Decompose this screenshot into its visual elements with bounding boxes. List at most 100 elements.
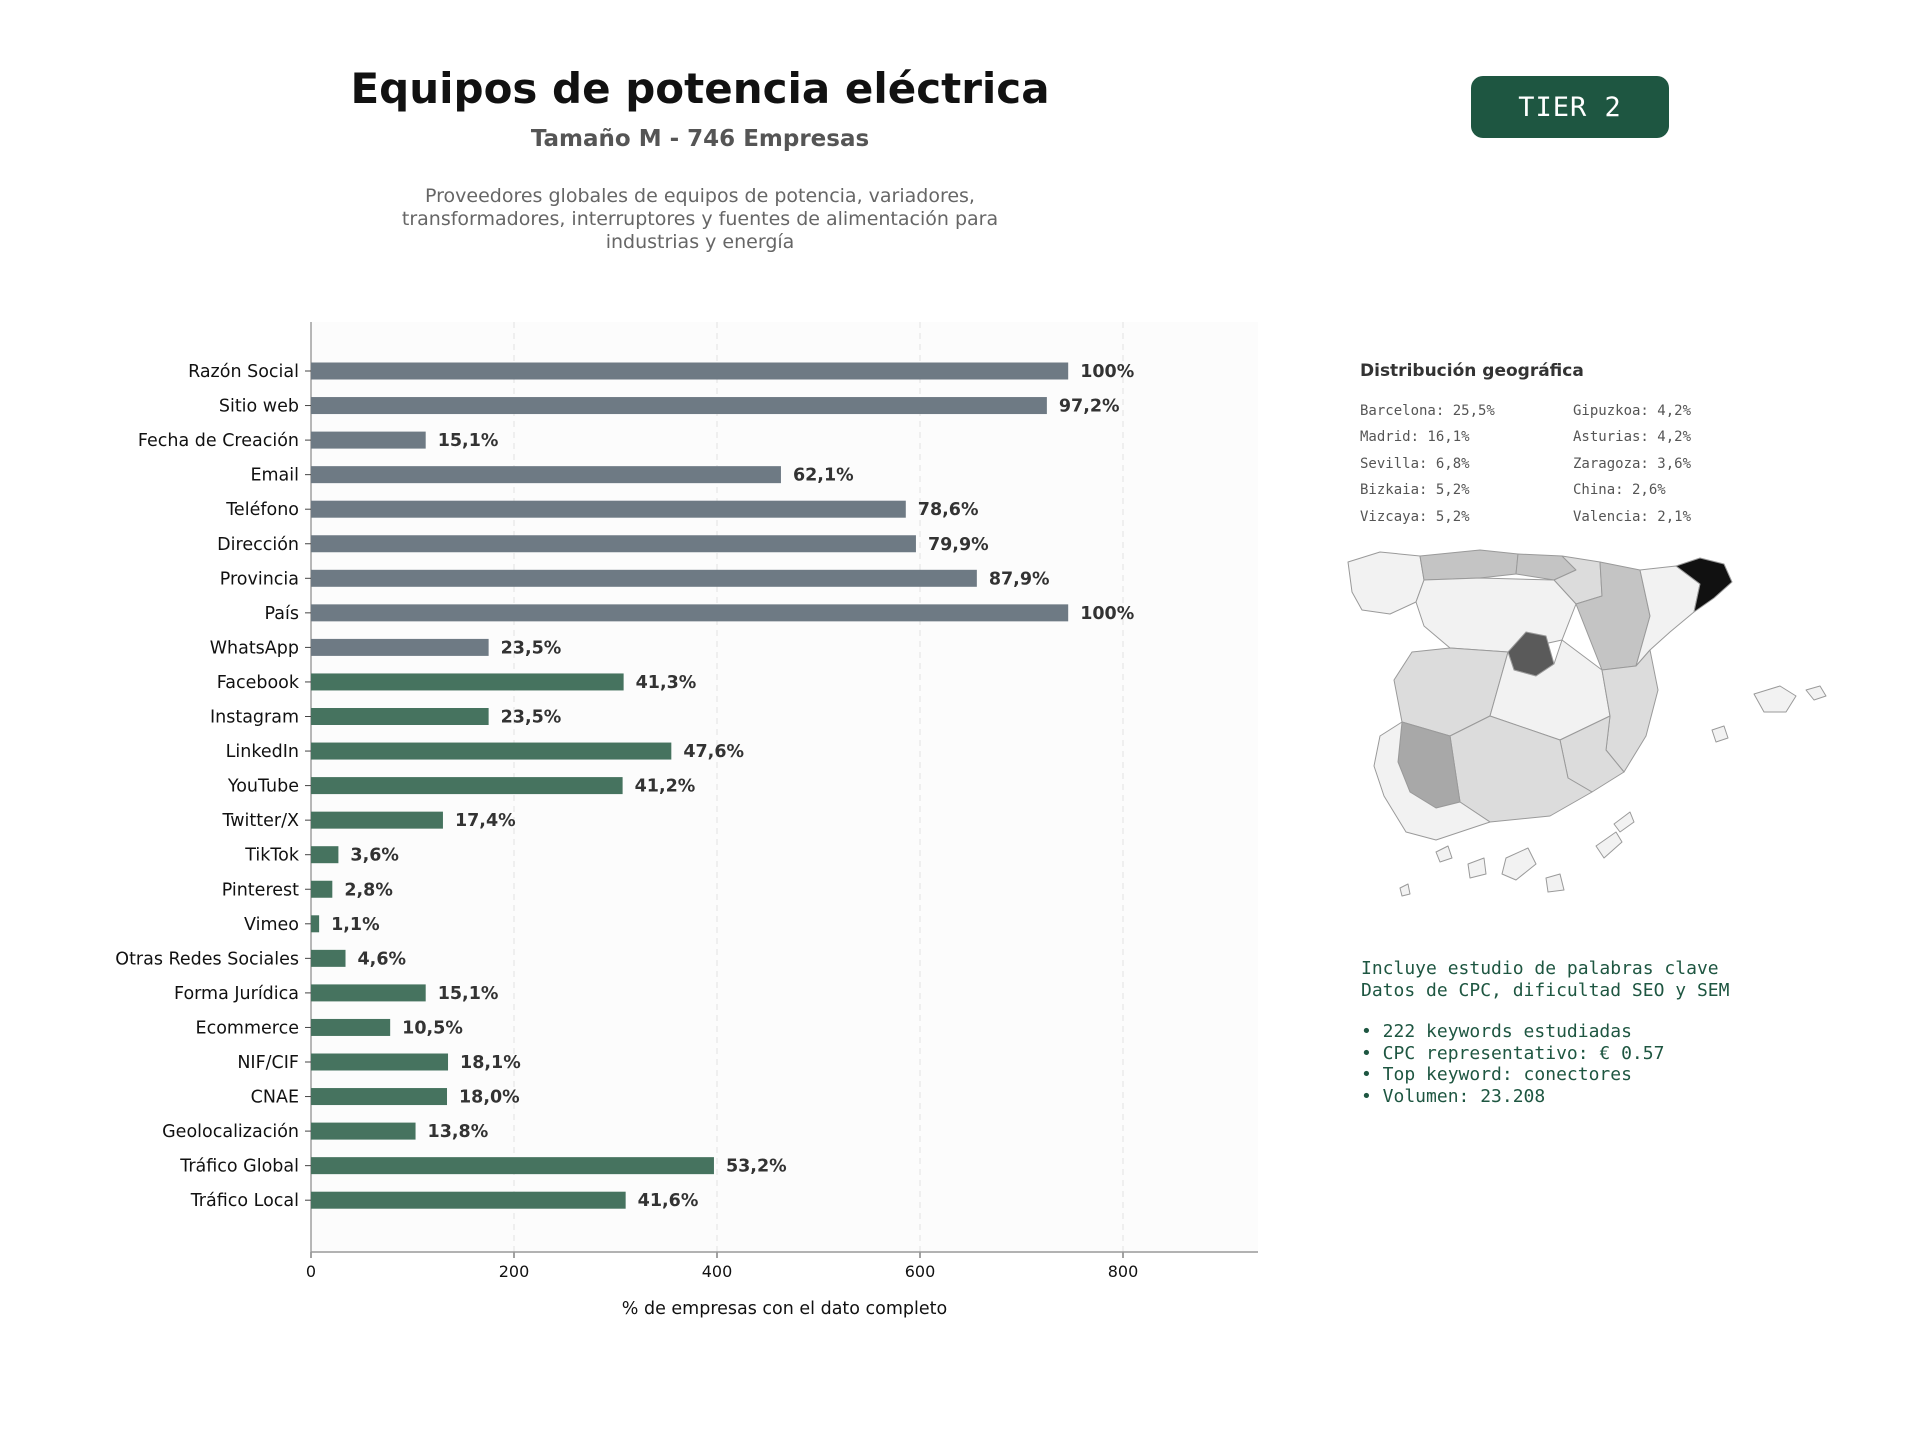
bar (311, 777, 623, 795)
page-subtitle: Tamaño M - 746 Empresas (530, 126, 870, 152)
bar (311, 1191, 626, 1209)
category-label: Geolocalización (162, 1122, 299, 1142)
bar-value-label: 23,5% (501, 708, 562, 728)
category-label: Twitter/X (221, 811, 299, 831)
map-region-canarias-4 (1545, 873, 1565, 893)
category-label: WhatsApp (210, 638, 299, 658)
geo-item: Bizkaia: 5,2% (1360, 482, 1470, 499)
bar (311, 397, 1047, 415)
bar-value-label: 13,8% (428, 1122, 489, 1142)
bar-value-label: 87,9% (989, 569, 1050, 589)
geo-title: Distribución geográfica (1360, 361, 1584, 381)
bar (311, 880, 333, 898)
page-description: Proveedores globales de equipos de poten… (360, 185, 1040, 254)
keyword-intro: Datos de CPC, dificultad SEO y SEM (1361, 979, 1730, 1001)
geo-item: Barcelona: 25,5% (1360, 403, 1495, 419)
bar (311, 431, 426, 449)
category-label: Instagram (210, 708, 299, 728)
map-region-galicia (1347, 551, 1425, 615)
category-label: NIF/CIF (237, 1053, 299, 1073)
category-label: Sitio web (219, 397, 299, 417)
bar (311, 638, 489, 656)
bar-value-label: 53,2% (726, 1157, 787, 1177)
category-label: Provincia (220, 569, 299, 589)
bar (311, 984, 426, 1002)
map-region-canarias-6 (1613, 811, 1635, 833)
geo-item: Vizcaya: 5,2% (1360, 508, 1470, 525)
category-label: YouTube (227, 777, 299, 797)
bar (311, 500, 906, 518)
bar-value-label: 2,8% (344, 880, 393, 900)
bar-value-label: 41,2% (635, 777, 696, 797)
geo-item: China: 2,6% (1573, 482, 1666, 499)
bar-value-label: 41,3% (636, 673, 697, 693)
map-region-canarias-7 (1399, 883, 1411, 897)
keyword-bullet: • 222 keywords estudiadas (1361, 1021, 1632, 1042)
geo-item: Sevilla: 6,8% (1360, 455, 1470, 472)
bar-value-label: 79,9% (928, 535, 989, 555)
bar (311, 915, 320, 933)
bar (311, 811, 443, 829)
bar (311, 466, 781, 484)
map-region-huelva-cadiz (1373, 721, 1491, 841)
bar-value-label: 15,1% (438, 984, 499, 1004)
geo-item: Gipuzkoa: 4,2% (1573, 403, 1692, 419)
category-label: Vimeo (244, 915, 299, 935)
bar-value-label: 23,5% (501, 638, 562, 658)
geo-item: Zaragoza: 3,6% (1573, 455, 1692, 472)
x-tick-label: 600 (905, 1262, 936, 1281)
x-tick-label: 800 (1108, 1262, 1139, 1281)
geo-item: Madrid: 16,1% (1360, 429, 1470, 446)
bar-value-label: 10,5% (402, 1018, 463, 1038)
category-label: Forma Jurídica (174, 984, 299, 1004)
bar (311, 708, 489, 725)
category-label: Teléfono (225, 500, 299, 520)
tier-badge: TIER 2 (1471, 76, 1669, 138)
bar (311, 362, 1069, 380)
category-label: Ecommerce (196, 1018, 299, 1038)
keyword-bullet: • CPC representativo: € 0.57 (1361, 1042, 1665, 1064)
category-label: TikTok (244, 846, 300, 866)
category-label: Fecha de Creación (138, 431, 299, 451)
keyword-bullet: • Top keyword: conectores (1361, 1064, 1632, 1085)
bar-value-label: 15,1% (438, 431, 499, 451)
category-label: Razón Social (188, 362, 299, 382)
geo-item: Valencia: 2,1% (1573, 508, 1692, 525)
bar (311, 742, 672, 760)
geo-item: Asturias: 4,2% (1573, 429, 1692, 446)
bar (311, 1122, 416, 1140)
category-label: LinkedIn (226, 742, 299, 762)
map-region-mallorca (1753, 685, 1797, 713)
bar-value-label: 18,1% (460, 1053, 521, 1073)
map-region-castilla-leon (1415, 577, 1577, 653)
category-label: CNAE (251, 1088, 299, 1108)
bar-value-label: 62,1% (793, 466, 854, 486)
geo-list-right: Gipuzkoa: 4,2% Asturias: 4,2% Zaragoza: … (1573, 398, 1691, 530)
keyword-bullet: • Volumen: 23.208 (1361, 1085, 1546, 1107)
category-label: País (265, 604, 299, 624)
x-tick-label: 200 (499, 1262, 530, 1281)
geo-list-left: Barcelona: 25,5% Madrid: 16,1% Sevilla: … (1360, 398, 1495, 530)
map-region-canarias-2 (1467, 857, 1487, 879)
bar-value-label: 3,6% (350, 846, 399, 866)
category-label: Email (250, 466, 299, 486)
bar-value-label: 100% (1080, 362, 1134, 382)
bar-chart: 0 200 400 600 800 Razón Social 100% Sitio web 97… (115, 322, 1258, 1319)
bar-value-label: 100% (1080, 604, 1134, 624)
map-region-canarias-5 (1595, 831, 1623, 859)
map-region-ibiza (1711, 725, 1729, 743)
x-tick-label: 0 (306, 1262, 316, 1281)
category-label: Otras Redes Sociales (115, 949, 299, 969)
bar-value-label: 47,6% (683, 742, 744, 762)
page-title: Equipos de potencia eléctrica (350, 64, 1050, 113)
bar (311, 569, 977, 587)
category-label: Pinterest (222, 880, 299, 900)
bar (311, 1157, 714, 1175)
bar (311, 846, 339, 864)
map-region-canarias-3 (1501, 847, 1537, 881)
description-line: Proveedores globales de equipos de poten… (425, 185, 975, 207)
category-label: Tráfico Local (190, 1191, 299, 1211)
bar (311, 535, 916, 553)
bar-value-label: 97,2% (1059, 397, 1120, 417)
keyword-intro: Incluye estudio de palabras clave (1361, 958, 1719, 979)
